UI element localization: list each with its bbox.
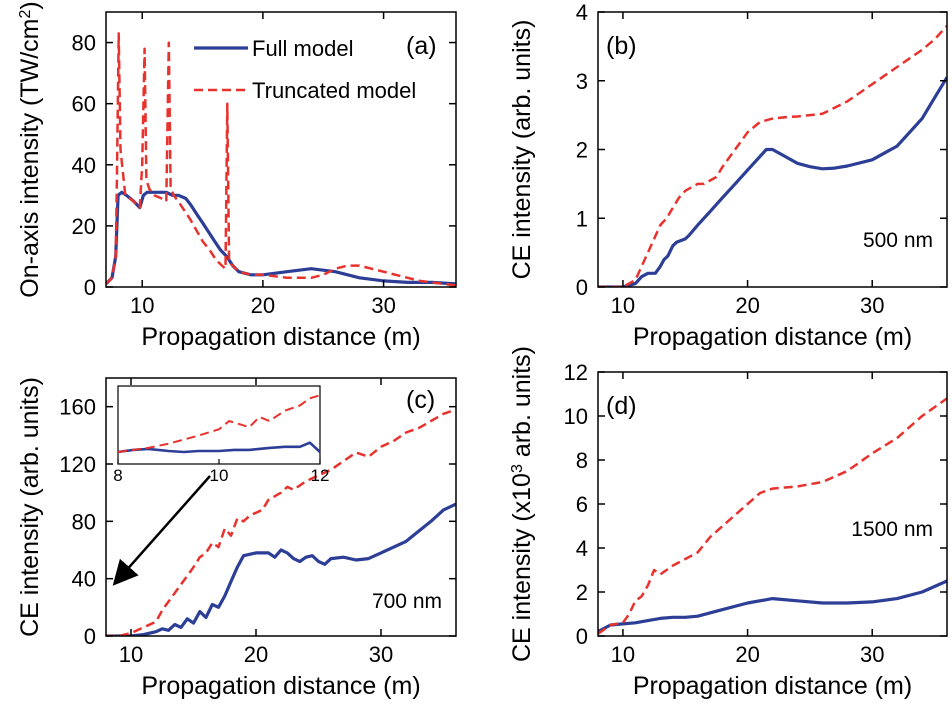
y-tick-label: 0 (576, 624, 588, 649)
y-axis-label-main: CE intensity (x10 (508, 473, 536, 662)
y-tick-label: 4 (576, 536, 588, 561)
x-axis-label: Propagation distance (m) (141, 323, 420, 351)
y-axis-label: CE intensity (x103 arb. units) (508, 346, 536, 662)
wavelength-annotation: 700 nm (372, 590, 442, 613)
y-tick-label: 2 (576, 138, 588, 163)
x-axis-label: Propagation distance (m) (141, 672, 420, 700)
x-tick-label: 10 (611, 293, 635, 318)
y-tick-label: 1 (576, 206, 588, 231)
y-tick-label: 80 (72, 509, 96, 534)
inset-arrow (112, 475, 211, 586)
y-axis-label-end: arb. units) (508, 346, 536, 464)
axes-box (597, 371, 948, 637)
series-line-full (106, 502, 456, 636)
y-tick-label: 80 (72, 31, 96, 56)
x-tick-label: 30 (860, 293, 884, 318)
y-axis-label-sup: 2 (17, 10, 34, 19)
series-line-full (598, 579, 947, 634)
y-tick-label: 0 (84, 624, 96, 649)
x-tick-label: 30 (369, 642, 393, 667)
legend: Full model Truncated model (194, 36, 416, 103)
series-line-full (598, 76, 947, 287)
wavelength-annotation: 500 nm (863, 229, 933, 252)
x-tick-label: 20 (251, 293, 275, 318)
x-tick-label: 20 (735, 642, 759, 667)
y-tick-label: 6 (576, 492, 588, 517)
series-line-truncated (598, 24, 947, 287)
y-axis-label: CE intensity (arb. units) (16, 377, 44, 637)
series-line-full (106, 190, 456, 286)
x-axis-label: Propagation distance (m) (633, 672, 912, 700)
y-tick-label: 8 (576, 448, 588, 473)
y-tick-label: 4 (576, 0, 588, 25)
y-tick-label: 0 (576, 275, 588, 300)
y-tick-label: 40 (72, 153, 96, 178)
y-tick-label: 60 (72, 92, 96, 117)
panel-label: (d) (606, 392, 637, 420)
y-tick-label: 40 (72, 567, 96, 592)
y-tick-label: 20 (72, 214, 96, 239)
y-tick-label: 160 (59, 395, 96, 420)
inset-x-tick-label: 10 (210, 466, 229, 485)
x-axis-label: Propagation distance (m) (633, 323, 912, 351)
legend-entry: Truncated model (252, 78, 416, 103)
series-line-truncated (598, 397, 947, 635)
y-tick-label: 0 (84, 275, 96, 300)
series-line-truncated (106, 408, 456, 636)
x-tick-label: 20 (735, 293, 759, 318)
x-tick-label: 20 (244, 642, 268, 667)
x-tick-label: 30 (371, 293, 395, 318)
axes-box (105, 377, 457, 637)
y-tick-label: 120 (59, 452, 96, 477)
y-axis-label: CE intensity (arb. units) (508, 20, 536, 280)
legend-entry: Full model (252, 36, 353, 61)
x-tick-label: 10 (611, 642, 635, 667)
y-tick-label: 3 (576, 69, 588, 94)
panel-label: (c) (406, 386, 435, 414)
y-tick-label: 2 (576, 580, 588, 605)
series-group (598, 397, 947, 635)
x-tick-label: 10 (119, 642, 143, 667)
y-axis-label-sup: 3 (509, 464, 526, 473)
wavelength-annotation: 1500 nm (851, 518, 933, 541)
inset-x-tick-label: 8 (113, 466, 122, 485)
inset-x-tick-label: 12 (311, 466, 330, 485)
chart-panel-c: 10 20 30 0 40 80 120 160 Propagation distance (m… (16, 377, 457, 700)
inset-series-line-full (117, 441, 321, 454)
series-line-truncated (106, 32, 456, 287)
inset-series-line-truncated (117, 394, 321, 453)
y-tick-label: 10 (564, 404, 588, 429)
series-group (106, 32, 456, 287)
y-axis-label-main: On-axis intensity (TW/cm (16, 19, 44, 298)
x-tick-label: 30 (860, 642, 884, 667)
series-group (598, 24, 947, 287)
x-tick-label: 10 (130, 293, 154, 318)
y-axis-label-end: ) (16, 1, 44, 9)
y-axis-label: On-axis intensity (TW/cm2) (16, 1, 44, 297)
axes-box (105, 11, 457, 288)
inset: 8 10 12 (113, 385, 330, 485)
chart-panel-d: 10 20 30 0 2 4 6 8 10 12 Propagation distance (m) C… (508, 346, 948, 700)
panel-label: (b) (606, 32, 637, 60)
chart-panel-b: 10 20 30 0 1 2 3 4 Propagation distance (m) CE in… (508, 0, 948, 351)
series-group (106, 408, 456, 636)
chart-panel-a: 10 20 30 0 20 40 60 80 Propagation distance (m) O… (16, 1, 457, 351)
panel-label: (a) (406, 32, 437, 60)
y-tick-label: 12 (564, 360, 588, 385)
